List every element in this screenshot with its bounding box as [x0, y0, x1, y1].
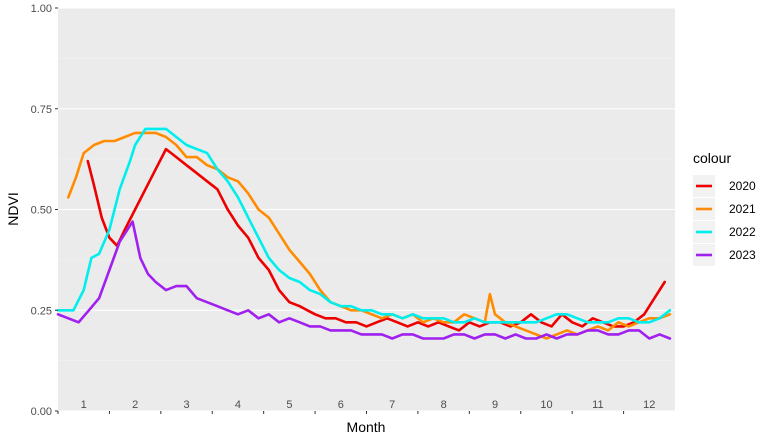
y-tick-label: 0.00 [31, 406, 52, 418]
series-line-2021 [67, 131, 672, 340]
legend-label: 2023 [729, 248, 756, 262]
legend: colour 2020 2021 2022 2023 [693, 150, 756, 266]
month-label: 11 [592, 399, 603, 411]
x-axis-title: Month [347, 419, 386, 435]
series-line-2020 [86, 147, 667, 332]
legend-label: 2022 [729, 225, 756, 239]
month-label: 7 [389, 399, 395, 411]
legend-title: colour [693, 150, 731, 166]
month-label: 12 [643, 399, 655, 411]
month-label: 10 [540, 399, 552, 411]
month-label: 1 [81, 399, 87, 411]
legend-label: 2020 [729, 179, 756, 193]
y-tick-label: 0.50 [31, 205, 52, 217]
month-label: 9 [492, 399, 498, 411]
month-label: 4 [235, 399, 241, 411]
series-lines [56, 127, 672, 340]
y-tick-label: 0.75 [31, 104, 52, 116]
month-label: 2 [132, 399, 138, 411]
month-label: 8 [441, 399, 447, 411]
y-axis: 0.00 0.25 0.50 0.75 1.00 [31, 3, 58, 418]
y-tick-label: 1.00 [31, 3, 52, 15]
series-line-2023 [56, 220, 672, 340]
legend-label: 2021 [729, 202, 756, 216]
series-line-2022 [56, 127, 672, 324]
month-label: 3 [183, 399, 189, 411]
y-axis-title: NDVI [5, 192, 21, 225]
x-axis: 1 2 3 4 5 6 7 8 9 10 11 12 [57, 399, 655, 414]
y-tick-label: 0.25 [31, 305, 52, 317]
month-label: 5 [286, 399, 292, 411]
month-label: 6 [338, 399, 344, 411]
